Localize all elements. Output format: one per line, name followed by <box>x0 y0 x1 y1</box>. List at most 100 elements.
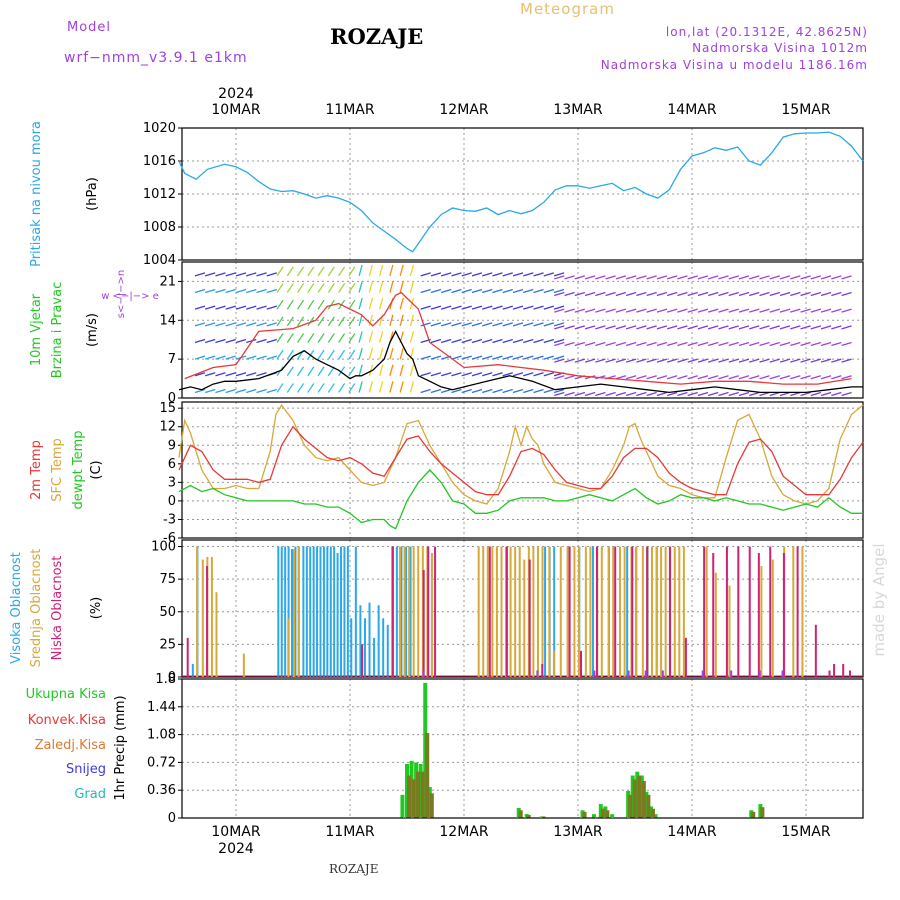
wind-barb <box>831 391 842 397</box>
wind-barb <box>399 314 404 327</box>
wind-barb <box>749 291 760 297</box>
wind-barb <box>533 272 544 277</box>
wind-barb <box>728 275 739 280</box>
wind-barb <box>718 291 729 297</box>
wind-barb <box>820 275 832 280</box>
wind-barb <box>205 338 216 344</box>
wind-barb <box>461 288 472 294</box>
ytick-label-wind-0: 0 <box>168 391 176 406</box>
wind-barb <box>646 291 657 297</box>
cloud-bar-2-23 <box>748 546 751 677</box>
x-tick-label-top-4: 14MAR <box>667 102 716 118</box>
precip-bar-1-17 <box>650 808 655 818</box>
x-tick-label-bottom-5: 15MAR <box>781 824 830 840</box>
wind-barb <box>482 372 493 377</box>
ytick-label-temperature-5: 9 <box>168 438 176 453</box>
wind-barb <box>625 275 637 280</box>
cloud-bar-3-2 <box>593 670 596 677</box>
wind-barb <box>389 281 394 293</box>
wind-barb <box>759 325 770 330</box>
wind-barb <box>482 322 493 327</box>
wind-barb <box>256 355 267 360</box>
wind-barb <box>451 388 462 394</box>
wind-barb <box>666 375 678 380</box>
wind-barb <box>512 288 524 294</box>
precip-bar-1-6 <box>518 810 523 818</box>
wind-barb <box>389 264 394 277</box>
wind-barb <box>697 341 709 347</box>
wind-barb <box>605 325 616 330</box>
wind-barb <box>399 381 404 393</box>
wind-barb <box>656 308 668 313</box>
wind-barb <box>625 308 637 313</box>
wind-barb <box>605 358 616 363</box>
ytick-label-temperature-6: 12 <box>159 420 176 435</box>
wind-barb <box>677 308 688 313</box>
precip-bar-1-12 <box>628 794 633 818</box>
wind-barb <box>820 308 832 313</box>
wind-barb <box>297 366 305 377</box>
wind-barb <box>338 383 346 393</box>
wind-barb <box>194 338 206 344</box>
cloud-bar-3-5 <box>661 670 664 677</box>
wind-barb <box>286 333 294 343</box>
wind-barb <box>358 331 363 343</box>
wind-barb <box>718 275 729 280</box>
wind-barb <box>749 375 760 380</box>
cloud-bar-1-44 <box>619 546 622 677</box>
cloud-bar-2-16 <box>646 546 649 677</box>
wind-barb <box>502 305 513 310</box>
cloud-bar-2-18 <box>684 637 687 677</box>
wind-barb <box>687 375 698 380</box>
wind-barb <box>841 308 852 313</box>
cloud-bar-1-31 <box>541 546 544 677</box>
wind-barb <box>492 338 503 344</box>
x-tick-label-bottom-0: 10MAR <box>211 824 260 840</box>
wind-barb <box>338 266 346 277</box>
precip-bar-1-5 <box>429 793 434 818</box>
wind-barb <box>769 291 780 297</box>
wind-barb <box>574 341 586 347</box>
wind-barb <box>276 349 284 360</box>
cloud-bar-1-29 <box>532 546 535 677</box>
cloud-bar-0-41 <box>591 546 594 677</box>
wind-barb <box>327 349 335 360</box>
temperature-series-1 <box>178 425 864 496</box>
wind-barb <box>790 325 801 330</box>
cloud-bar-0-15 <box>322 546 325 677</box>
wind-barb <box>656 291 668 297</box>
wind-barb <box>215 372 226 377</box>
wind-barb <box>574 308 586 313</box>
cloud-bar-3-8 <box>758 670 761 677</box>
wind-barb <box>276 333 284 343</box>
cloud-bar-1-47 <box>635 546 637 677</box>
wind-barbs-field <box>194 264 852 397</box>
wind-barb <box>595 308 606 313</box>
cloud-bar-1-19 <box>486 546 489 677</box>
wind-barb <box>368 298 374 310</box>
wind-barb <box>420 305 431 310</box>
wind-barb <box>810 391 822 397</box>
wind-barb <box>810 325 822 330</box>
wind-barb <box>235 288 247 294</box>
wind-barb <box>605 275 616 280</box>
wind-barb <box>266 388 277 394</box>
wind-barb <box>728 391 739 397</box>
cloud-bar-2-6 <box>434 546 437 677</box>
wind-barb <box>409 381 415 393</box>
wind-barb <box>738 375 750 380</box>
wind-barb <box>451 338 462 344</box>
wind-barb <box>553 338 565 344</box>
wind-barb <box>235 388 247 394</box>
wind-barb <box>533 322 544 327</box>
wind-barb <box>235 305 247 310</box>
wind-barb <box>790 375 801 380</box>
wind-barb <box>461 322 472 327</box>
wind-barb <box>317 366 325 377</box>
ytick-label-pressure-0: 1004 <box>143 253 176 268</box>
wind-barb <box>523 272 534 277</box>
wind-barb <box>656 375 668 380</box>
cloud-bar-1-7 <box>293 549 295 677</box>
wind-compass-horizontal: w <−|−> e <box>101 291 159 302</box>
cloud-bar-2-13 <box>595 546 598 677</box>
